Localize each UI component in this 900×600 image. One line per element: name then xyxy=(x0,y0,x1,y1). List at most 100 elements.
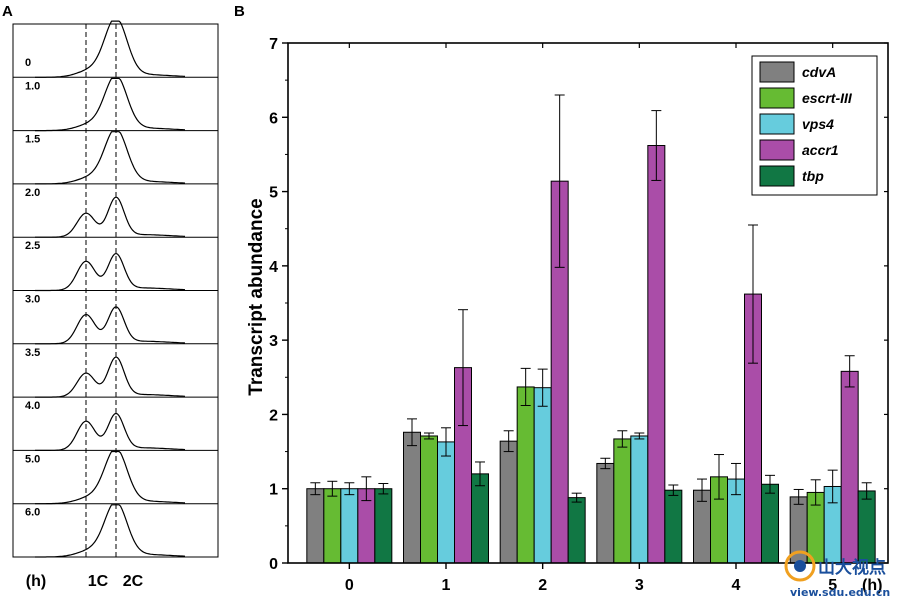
legend-label-escrt-III: escrt-III xyxy=(802,90,853,106)
timepoint-label-3.0: 3.0 xyxy=(25,294,40,306)
legend-label-tbp: tbp xyxy=(802,168,824,184)
bar-accr1-5 xyxy=(840,370,859,564)
y-tick-label-3: 3 xyxy=(269,333,278,350)
bar-vps4-1 xyxy=(437,441,455,564)
x-tick-label-2: 2 xyxy=(538,577,547,594)
error-bar-escrt-III-3 xyxy=(617,430,628,448)
error-bar-vps4-4 xyxy=(731,462,741,496)
timepoint-label-5.0: 5.0 xyxy=(25,453,40,465)
bar-tbp-2 xyxy=(567,497,586,564)
legend-swatch-vps4 xyxy=(759,113,795,135)
error-bar-cdvA-0 xyxy=(310,482,321,496)
error-bar-cdvA-1 xyxy=(407,418,417,447)
legend-swatch-accr1 xyxy=(759,139,795,161)
error-bar-escrt-III-1 xyxy=(424,432,434,440)
x-tick-label-4: 4 xyxy=(732,577,741,594)
error-bars-layer xyxy=(310,94,872,506)
x-axis: 0 1 2 3 4 5 xyxy=(345,43,837,594)
error-bar-tbp-1 xyxy=(475,461,485,487)
error-bar-cdvA-2 xyxy=(503,430,514,453)
bar-vps4-2 xyxy=(533,387,552,564)
histogram-1.5h xyxy=(35,131,186,185)
error-bar-escrt-III-0 xyxy=(327,480,338,497)
x-axis-unit: (h) xyxy=(862,577,882,594)
bar-vps4-0 xyxy=(340,488,359,564)
error-bar-accr1-1 xyxy=(458,309,468,427)
legend-label-vps4: vps4 xyxy=(802,116,834,132)
y-tick-label-6: 6 xyxy=(269,110,278,127)
timepoint-label-3.5: 3.5 xyxy=(25,347,40,359)
error-bar-accr1-0 xyxy=(361,476,372,502)
bar-tbp-1 xyxy=(471,473,489,564)
bar-escrt-III-0 xyxy=(323,488,342,564)
watermark-logo: 山大视点 view.sdu.edu.cn xyxy=(784,550,890,599)
bar-escrt-III-3 xyxy=(613,438,632,564)
y-axis-title: Transcript abundance xyxy=(246,198,267,395)
error-bar-escrt-III-5 xyxy=(810,479,821,506)
y-tick-label-7: 7 xyxy=(269,36,278,53)
error-bar-tbp-3 xyxy=(668,484,679,496)
error-bar-tbp-4 xyxy=(765,474,775,494)
x-tick-label-3: 3 xyxy=(635,577,644,594)
error-bar-tbp-2 xyxy=(571,492,582,503)
y-tick-label-5: 5 xyxy=(269,185,278,202)
watermark-eye-icon xyxy=(784,550,816,582)
y-tick-label-1: 1 xyxy=(269,482,278,499)
error-bar-vps4-2 xyxy=(537,368,548,407)
error-bar-vps4-0 xyxy=(344,482,355,496)
error-bar-accr1-5 xyxy=(844,355,855,388)
bar-escrt-III-1 xyxy=(420,435,438,564)
flow-cytometry-panel: 0 1.0 1.5 2.0 2.5 3.0 3.5 4.0 5.0 6.0 xyxy=(12,20,219,558)
panel-a-unit-label: (h) xyxy=(26,573,46,590)
error-bar-accr1-3 xyxy=(651,110,662,181)
bar-cdvA-3 xyxy=(596,462,615,564)
error-bar-vps4-5 xyxy=(827,469,838,504)
timepoint-label-2.0: 2.0 xyxy=(25,187,40,199)
timepoint-label-2.5: 2.5 xyxy=(25,240,40,252)
error-bar-cdvA-4 xyxy=(697,478,707,502)
timepoint-label-0: 0 xyxy=(25,57,31,69)
x-tick-label-1: 1 xyxy=(442,577,451,594)
legend-swatch-cdvA xyxy=(759,61,795,83)
error-bar-accr1-2 xyxy=(554,94,565,268)
x-tick-label-0: 0 xyxy=(345,577,354,594)
timepoint-label-1.5: 1.5 xyxy=(25,134,40,146)
legend-label-cdvA: cdvA xyxy=(802,64,836,80)
histogram-3.0h xyxy=(35,306,186,345)
y-tick-label-0: 0 xyxy=(269,556,278,573)
bar-tbp-0 xyxy=(374,488,393,564)
bar-accr1-3 xyxy=(647,145,666,564)
panel-b-letter: B xyxy=(234,3,245,20)
legend-label-accr1: accr1 xyxy=(802,142,839,158)
histogram-stack: 0 1.0 1.5 2.0 2.5 3.0 3.5 4.0 5.0 6.0 xyxy=(13,20,218,558)
timepoint-label-4.0: 4.0 xyxy=(25,400,40,412)
histogram-1.0h xyxy=(35,77,186,132)
bar-cdvA-1 xyxy=(403,431,421,564)
legend: cdvA escrt-III vps4 accr1 tbp xyxy=(751,55,878,196)
y-tick-label-4: 4 xyxy=(269,259,278,276)
bar-vps4-3 xyxy=(630,435,649,564)
error-bar-escrt-III-2 xyxy=(520,367,531,407)
bar-tbp-4 xyxy=(761,483,779,564)
bar-cdvA-0 xyxy=(306,488,325,564)
watermark-url: view.sdu.edu.cn xyxy=(790,586,890,599)
histogram-6.0h xyxy=(35,504,186,558)
bar-tbp-3 xyxy=(664,489,683,564)
y-axis: 0 1 2 3 4 5 6 7 xyxy=(269,36,888,573)
legend-swatch-tbp xyxy=(759,165,795,187)
bar-cdvA-2 xyxy=(499,440,518,564)
histogram-3.5h xyxy=(35,356,186,398)
watermark-text: 山大视点 xyxy=(818,557,886,578)
bars-layer xyxy=(306,145,876,564)
histogram-2.5h xyxy=(35,252,186,292)
error-bar-cdvA-5 xyxy=(793,488,804,505)
error-bar-tbp-0 xyxy=(378,483,389,495)
timepoint-label-6.0: 6.0 xyxy=(25,507,40,519)
watermark-pupil-icon xyxy=(794,560,806,572)
x-tick-label-5: 5 xyxy=(828,577,837,594)
error-bar-tbp-5 xyxy=(861,482,872,500)
histogram-4.0h xyxy=(35,412,186,451)
panel-a-letter: A xyxy=(2,3,13,20)
histogram-0h xyxy=(35,20,186,78)
